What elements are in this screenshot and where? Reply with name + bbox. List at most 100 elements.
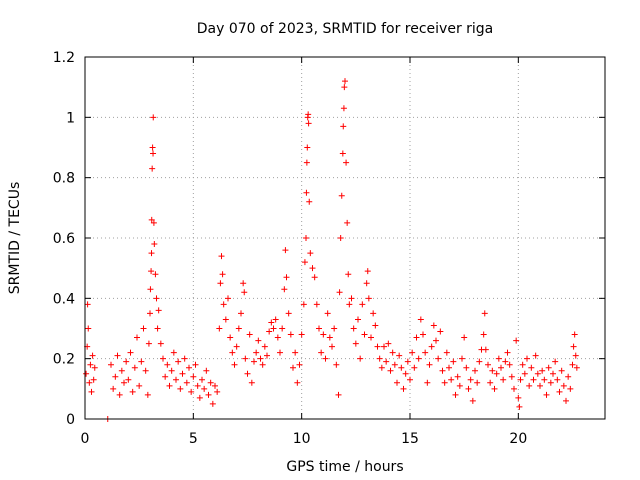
data-point	[335, 391, 342, 398]
data-point	[149, 144, 156, 151]
data-point	[456, 382, 463, 389]
data-point	[123, 358, 130, 365]
data-point	[129, 388, 136, 395]
data-point	[350, 325, 357, 332]
data-point	[372, 322, 379, 329]
data-point	[255, 337, 262, 344]
data-point	[108, 361, 114, 368]
data-point	[498, 364, 504, 371]
data-point	[177, 385, 184, 392]
data-point	[491, 385, 498, 392]
data-point	[426, 361, 433, 368]
data-point	[467, 376, 474, 383]
data-point	[541, 376, 548, 383]
data-point	[307, 250, 314, 257]
data-point	[370, 310, 377, 317]
data-point	[311, 274, 318, 281]
data-point	[571, 331, 578, 338]
data-point	[519, 361, 526, 368]
data-point	[474, 379, 481, 386]
data-point	[526, 382, 533, 389]
plot-frame	[84, 56, 606, 420]
data-point	[240, 280, 247, 287]
data-point	[365, 295, 372, 302]
data-point	[150, 114, 157, 121]
data-point	[441, 379, 448, 386]
data-point	[339, 150, 346, 157]
data-point	[480, 331, 487, 338]
data-point	[320, 331, 327, 338]
data-point	[381, 343, 387, 350]
data-point	[316, 325, 322, 332]
x-tick-label: 10	[293, 431, 311, 447]
data-point	[217, 280, 224, 287]
data-point	[402, 370, 409, 377]
data-point	[552, 358, 559, 365]
data-point	[282, 247, 289, 254]
data-point	[558, 367, 565, 374]
data-point	[287, 331, 294, 338]
data-point	[513, 337, 520, 344]
x-tick-label: 0	[81, 431, 90, 447]
data-point	[422, 349, 429, 356]
data-point	[537, 382, 543, 389]
data-point	[567, 385, 574, 392]
y-tick-label: 1	[66, 110, 75, 126]
data-point	[348, 295, 355, 302]
data-point	[435, 355, 442, 362]
data-point	[116, 391, 123, 398]
data-point	[212, 382, 218, 389]
data-point	[485, 361, 491, 368]
data-point	[411, 364, 418, 371]
data-point	[573, 364, 580, 371]
data-point	[134, 334, 140, 341]
data-point	[87, 361, 94, 368]
data-point	[305, 120, 312, 127]
data-point	[235, 325, 242, 332]
data-point	[506, 361, 513, 368]
data-point	[205, 391, 212, 398]
data-point	[565, 373, 572, 380]
data-point	[251, 358, 257, 365]
data-point	[151, 241, 158, 248]
data-point	[409, 349, 416, 356]
data-point	[343, 159, 350, 166]
data-point	[303, 159, 310, 166]
data-point	[550, 370, 556, 377]
data-point	[194, 382, 201, 389]
data-point	[219, 271, 226, 278]
data-point	[154, 325, 161, 332]
data-point	[91, 364, 98, 371]
data-point	[199, 376, 205, 383]
data-point	[303, 235, 309, 241]
data-point	[257, 355, 264, 362]
data-point	[248, 379, 255, 386]
data-point	[303, 189, 310, 196]
data-point	[420, 331, 426, 338]
data-point	[329, 343, 335, 350]
data-point	[85, 325, 92, 332]
data-point	[428, 343, 435, 350]
data-point	[207, 379, 214, 386]
data-point	[324, 310, 331, 317]
data-point	[190, 373, 197, 380]
data-point	[145, 340, 152, 347]
gridlines	[85, 57, 605, 419]
x-tick-label: 20	[509, 431, 527, 447]
data-point	[279, 325, 286, 332]
data-point	[504, 349, 511, 356]
data-point	[515, 394, 522, 401]
data-point	[186, 364, 192, 371]
data-point	[517, 376, 524, 383]
data-point	[112, 373, 119, 380]
data-point	[229, 349, 236, 356]
data-point	[150, 219, 157, 226]
y-tick-label: 0.8	[53, 171, 75, 187]
data-point	[489, 367, 496, 374]
data-point	[415, 355, 422, 362]
data-point	[524, 355, 530, 362]
data-point	[241, 289, 248, 296]
data-point	[114, 352, 121, 359]
data-point	[89, 352, 96, 359]
